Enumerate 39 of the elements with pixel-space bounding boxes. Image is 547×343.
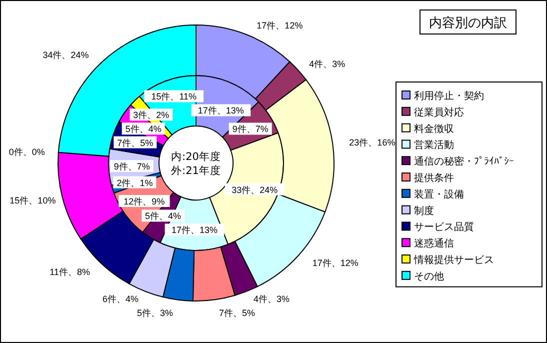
text: 内:20年度 xyxy=(171,150,221,163)
legend-label: 提供条件 xyxy=(414,172,454,184)
text: 外:21年度 xyxy=(171,164,221,177)
data-label: 34件、24% xyxy=(42,50,89,60)
data-label: 11件、8% xyxy=(50,267,90,278)
data-label: 17件、12% xyxy=(256,20,303,31)
data-label: 5件、4% xyxy=(125,124,162,134)
data-label: 33件、24% xyxy=(232,184,278,195)
data-label: 6件、4% xyxy=(102,294,139,304)
data-label: 4件、3% xyxy=(253,294,290,304)
data-label: 23件、16% xyxy=(349,137,396,148)
legend-label: 従業員対応 xyxy=(414,106,464,118)
data-label: 15件、11% xyxy=(151,92,197,102)
data-label: 9件、7% xyxy=(232,124,268,134)
data-label: 17件、13% xyxy=(171,225,218,236)
data-label: 5件、4% xyxy=(145,211,182,222)
legend-label: 利用停止・契約 xyxy=(414,90,484,102)
data-label: 3件、2% xyxy=(133,110,170,120)
legend-label: 営業活動 xyxy=(414,139,454,152)
data-label: 5件、3% xyxy=(137,308,174,318)
data-label: 12件、9% xyxy=(124,196,165,207)
data-label: 17件、13% xyxy=(198,106,244,116)
data-label: 7件、5% xyxy=(218,308,255,318)
data-label: 2件、1% xyxy=(116,178,153,188)
text: 0件、0% xyxy=(8,147,45,158)
data-label: 17件、12% xyxy=(312,258,358,268)
data-label: 7件、5% xyxy=(117,138,154,148)
legend-label: 情報提供サービス xyxy=(413,254,494,266)
legend-label: 制度 xyxy=(414,204,434,217)
chart-title: 内容別の内訳 xyxy=(429,15,507,31)
legend-label: 料金徴収 xyxy=(414,122,454,135)
legend-label: サービス品質 xyxy=(414,221,474,234)
legend-label: 通信の秘密・ﾌﾟﾗｲﾊﾞｼｰ xyxy=(414,156,514,168)
legend-label: 迷惑通信 xyxy=(414,238,454,250)
data-label: 4件、3% xyxy=(309,59,346,70)
data-label: 9件、7% xyxy=(114,162,150,172)
legend-label: 装置・設備 xyxy=(414,188,464,200)
data-label: 15件、10% xyxy=(10,195,56,206)
legend-label: その他 xyxy=(414,270,444,282)
